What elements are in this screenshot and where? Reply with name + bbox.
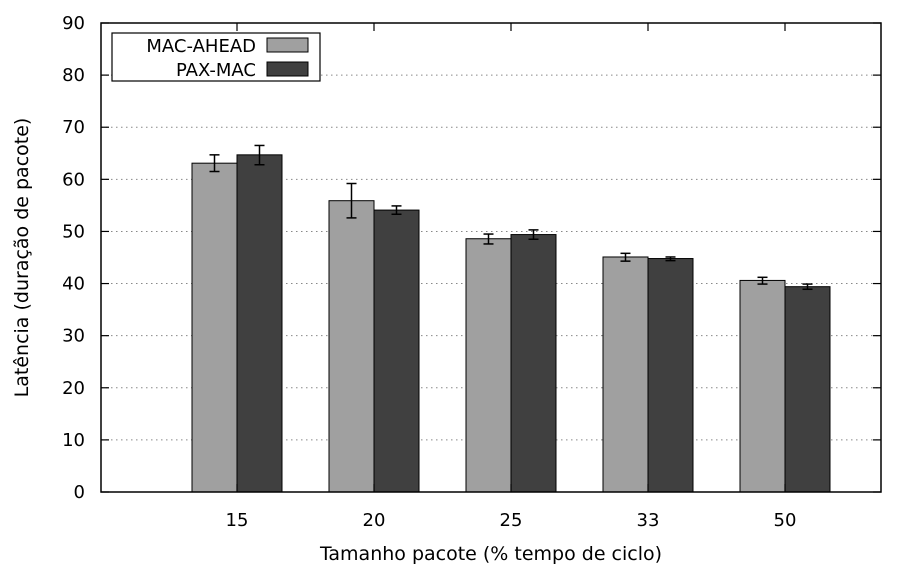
- plot-frame: [100, 22, 882, 493]
- bar-pax-mac-15: [236, 154, 283, 493]
- y-axis-tick-labels: 0 10 20 30 40 50 60 70 80 90: [62, 13, 85, 503]
- axis-ticks: [101, 22, 881, 493]
- bar-pax-mac-50: [784, 286, 831, 493]
- y-axis-title: Latência (duração de pacote): [11, 118, 33, 398]
- x-tick-label: 25: [500, 510, 523, 531]
- legend-swatch: [266, 37, 309, 53]
- bar-mac-ahead-25: [465, 238, 512, 493]
- x-tick-label: 15: [226, 510, 249, 531]
- bar-mac-ahead-20: [328, 200, 375, 493]
- legend-label: PAX-MAC: [176, 60, 256, 81]
- bar-pax-mac-20: [373, 209, 420, 493]
- y-tick-label: 40: [62, 274, 85, 295]
- x-tick-label: 20: [363, 510, 386, 531]
- y-tick-label: 50: [62, 221, 85, 242]
- bars-layer: [191, 154, 831, 493]
- bar-mac-ahead-15: [191, 162, 238, 493]
- y-tick-label: 70: [62, 117, 85, 138]
- y-tick-label: 90: [62, 13, 85, 34]
- y-tick-label: 20: [62, 378, 85, 399]
- bar-pax-mac-25: [510, 234, 557, 493]
- legend-label: MAC-AHEAD: [146, 36, 256, 57]
- y-tick-label: 30: [62, 326, 85, 347]
- y-tick-label: 10: [62, 430, 85, 451]
- y-tick-label: 60: [62, 169, 85, 190]
- legend: MAC-AHEAD PAX-MAC: [111, 32, 321, 82]
- error-bars-layer: [209, 144, 813, 291]
- x-axis-title: Tamanho pacote (% tempo de ciclo): [319, 543, 662, 565]
- y-tick-label: 80: [62, 65, 85, 86]
- bar-mac-ahead-50: [739, 279, 786, 493]
- bar-mac-ahead-33: [602, 256, 649, 493]
- x-tick-label: 50: [774, 510, 797, 531]
- x-tick-label: 33: [637, 510, 660, 531]
- x-axis-tick-labels: 15 20 25 33 50: [226, 510, 797, 531]
- bar-pax-mac-33: [647, 258, 694, 493]
- y-tick-label: 0: [74, 482, 85, 503]
- legend-swatch: [266, 61, 309, 77]
